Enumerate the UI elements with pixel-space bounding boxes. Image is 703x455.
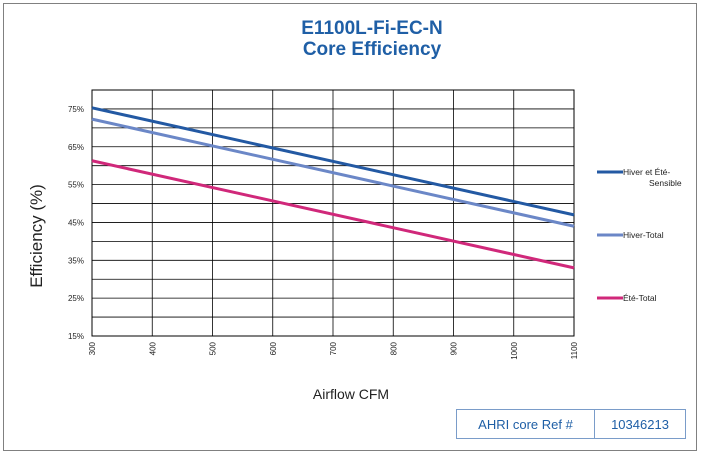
x-tick-label: 800 xyxy=(389,341,398,355)
x-tick-label: 1100 xyxy=(570,341,579,359)
series-line xyxy=(91,117,575,228)
y-axis-label: Efficiency (%) xyxy=(27,184,46,288)
y-tick-label: 75% xyxy=(68,105,84,114)
y-tick-label: 25% xyxy=(68,294,84,303)
x-tick-label: 600 xyxy=(269,341,278,355)
ahri-reference-value: 10346213 xyxy=(611,416,669,432)
chart-grid xyxy=(91,89,575,337)
legend-label: Hiver-Total xyxy=(623,230,664,240)
ahri-reference-box: AHRI core Ref # 10346213 xyxy=(456,409,686,439)
x-tick-label: 900 xyxy=(450,341,459,355)
y-tick-labels: 15% 25% 35% 45% 55% 65% 75% xyxy=(68,105,84,341)
chart-title-line: Core Efficiency xyxy=(303,39,442,60)
x-tick-label: 700 xyxy=(329,341,338,355)
x-tick-labels: 300 400 500 600 700 800 900 1000 1100 xyxy=(88,341,579,359)
series-lines xyxy=(91,106,575,270)
chart-frame xyxy=(3,3,697,451)
x-tick-label: 1000 xyxy=(510,341,519,359)
chart-title-line: E1100L-Fi-EC-N xyxy=(301,18,442,39)
y-tick-label: 15% xyxy=(68,332,84,341)
y-tick-label: 35% xyxy=(68,256,84,265)
legend: Hiver et Été-Sensible Hiver-Total Été-Tota… xyxy=(597,167,682,303)
x-axis-label: Airflow CFM xyxy=(313,386,389,402)
series-line xyxy=(91,106,575,217)
x-tick-label: 300 xyxy=(88,341,97,355)
y-tick-label: 65% xyxy=(68,143,84,152)
x-tick-label: 500 xyxy=(209,341,218,355)
legend-label: Été-Total xyxy=(623,293,657,303)
legend-label: Hiver et Été-Sensible xyxy=(623,167,682,188)
x-tick-label: 400 xyxy=(148,341,157,355)
ahri-reference-label: AHRI core Ref # xyxy=(457,410,595,438)
plot-border xyxy=(91,89,575,337)
y-tick-label: 45% xyxy=(68,218,84,227)
series-line xyxy=(91,159,575,270)
y-tick-label: 55% xyxy=(68,181,84,190)
